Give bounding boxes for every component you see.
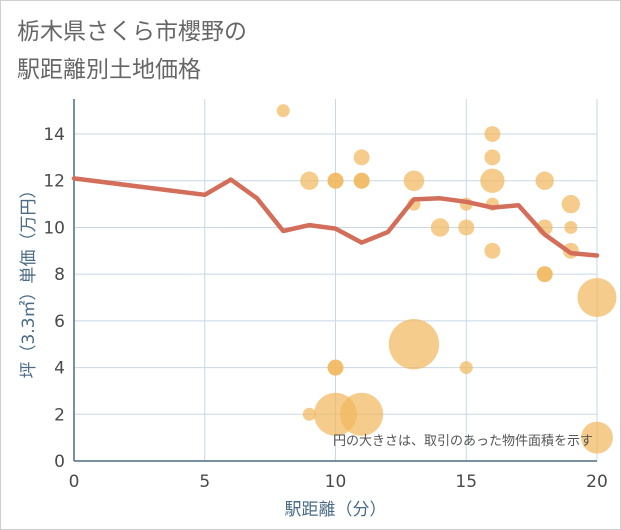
x-tick-label: 10 (325, 472, 347, 492)
x-tick-label: 0 (69, 472, 80, 492)
bubble-point (276, 104, 290, 118)
tick-layer: 0 5 10 15 20 0 2 4 6 8 10 12 14 (43, 125, 607, 492)
bubble-point (388, 319, 440, 370)
bubble-point (327, 359, 344, 376)
bubble-point (403, 170, 425, 192)
bubble-point (353, 149, 370, 166)
bubble-point (459, 361, 473, 375)
bubble-point (302, 407, 316, 421)
y-tick-label: 10 (43, 218, 65, 238)
bubble-point (327, 172, 344, 189)
y-tick-label: 12 (43, 172, 65, 192)
x-tick-label: 20 (586, 472, 608, 492)
bubble-point (561, 194, 581, 214)
x-axis-label: 駅距離（分） (285, 500, 387, 520)
chart-title-line1: 栃木県さくら市櫻野の (17, 19, 247, 45)
y-tick-label: 2 (54, 405, 65, 425)
y-tick-label: 8 (54, 265, 65, 285)
bubble-size-note: 円の大きさは、取引のあった物件面積を示す (333, 434, 593, 449)
y-axis-label: 坪（3.3㎡）単価（万円） (19, 181, 39, 378)
x-tick-label: 5 (199, 472, 210, 492)
chart-title-line2: 駅距離別土地価格 (17, 57, 201, 83)
bubble-point (564, 220, 578, 234)
bubble-point (581, 421, 613, 454)
bubble-point (535, 171, 554, 190)
bubble-layer (276, 104, 617, 454)
bubble-point (484, 149, 501, 166)
bubble-point (300, 171, 319, 190)
bubble-point (353, 172, 370, 189)
bubble-point (480, 168, 505, 193)
bubble-point (430, 218, 450, 237)
y-tick-label: 4 (54, 359, 65, 379)
bubble-point (458, 219, 475, 236)
bubble-point (577, 278, 617, 318)
bubble-point (484, 126, 501, 142)
x-tick-label: 15 (455, 472, 477, 492)
y-tick-label: 0 (54, 452, 65, 472)
line-layer (71, 176, 600, 258)
y-tick-label: 6 (54, 312, 65, 332)
bubble-point (536, 266, 553, 283)
bubble-point (340, 392, 384, 436)
bubble-point (484, 242, 501, 259)
y-tick-label: 14 (43, 125, 65, 145)
grid-layer (73, 99, 598, 462)
average-price-line (71, 176, 600, 258)
